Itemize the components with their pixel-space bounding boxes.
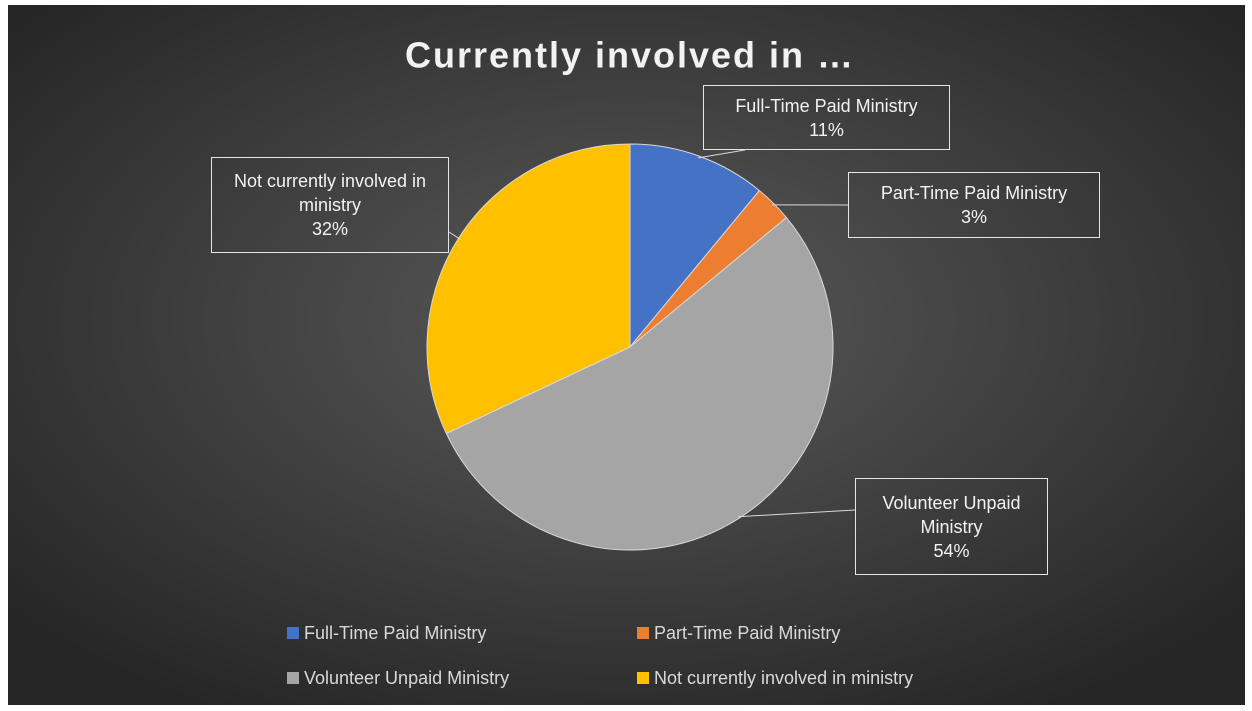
legend-label: Not currently involved in ministry <box>654 668 913 688</box>
leader-line <box>448 231 461 240</box>
legend-label: Volunteer Unpaid Ministry <box>304 668 509 688</box>
legend-swatch <box>287 627 299 639</box>
pie-slice <box>445 216 834 551</box>
data-label-category: Part-Time Paid Ministry <box>880 183 1068 203</box>
data-label: Full-Time Paid Ministry 11% <box>703 85 950 150</box>
data-label: Part-Time Paid Ministry 3% <box>848 172 1100 238</box>
legend-swatch <box>637 672 649 684</box>
legend-label: Part-Time Paid Ministry <box>654 623 840 643</box>
data-label: Volunteer Unpaid Ministry 54% <box>855 478 1048 575</box>
data-label-value: 32% <box>311 219 349 239</box>
data-label-value: 11% <box>809 119 844 140</box>
legend-swatch <box>637 627 649 639</box>
data-label-category: Full-Time Paid Ministry <box>735 95 918 116</box>
leader-line <box>698 149 746 159</box>
leader-line <box>737 509 856 518</box>
legend-label: Full-Time Paid Ministry <box>304 623 486 643</box>
chart-title: Currently involved in … <box>405 35 855 76</box>
data-label-category: Volunteer Unpaid Ministry <box>882 492 1021 537</box>
data-label-value: 3% <box>960 207 987 227</box>
legend-swatch <box>287 672 299 684</box>
data-label-value: 54% <box>933 540 970 561</box>
data-label-category: Not currently involved in ministry <box>233 171 427 215</box>
data-label: Not currently involved in ministry 32% <box>211 157 449 253</box>
pie-slice <box>629 143 761 349</box>
